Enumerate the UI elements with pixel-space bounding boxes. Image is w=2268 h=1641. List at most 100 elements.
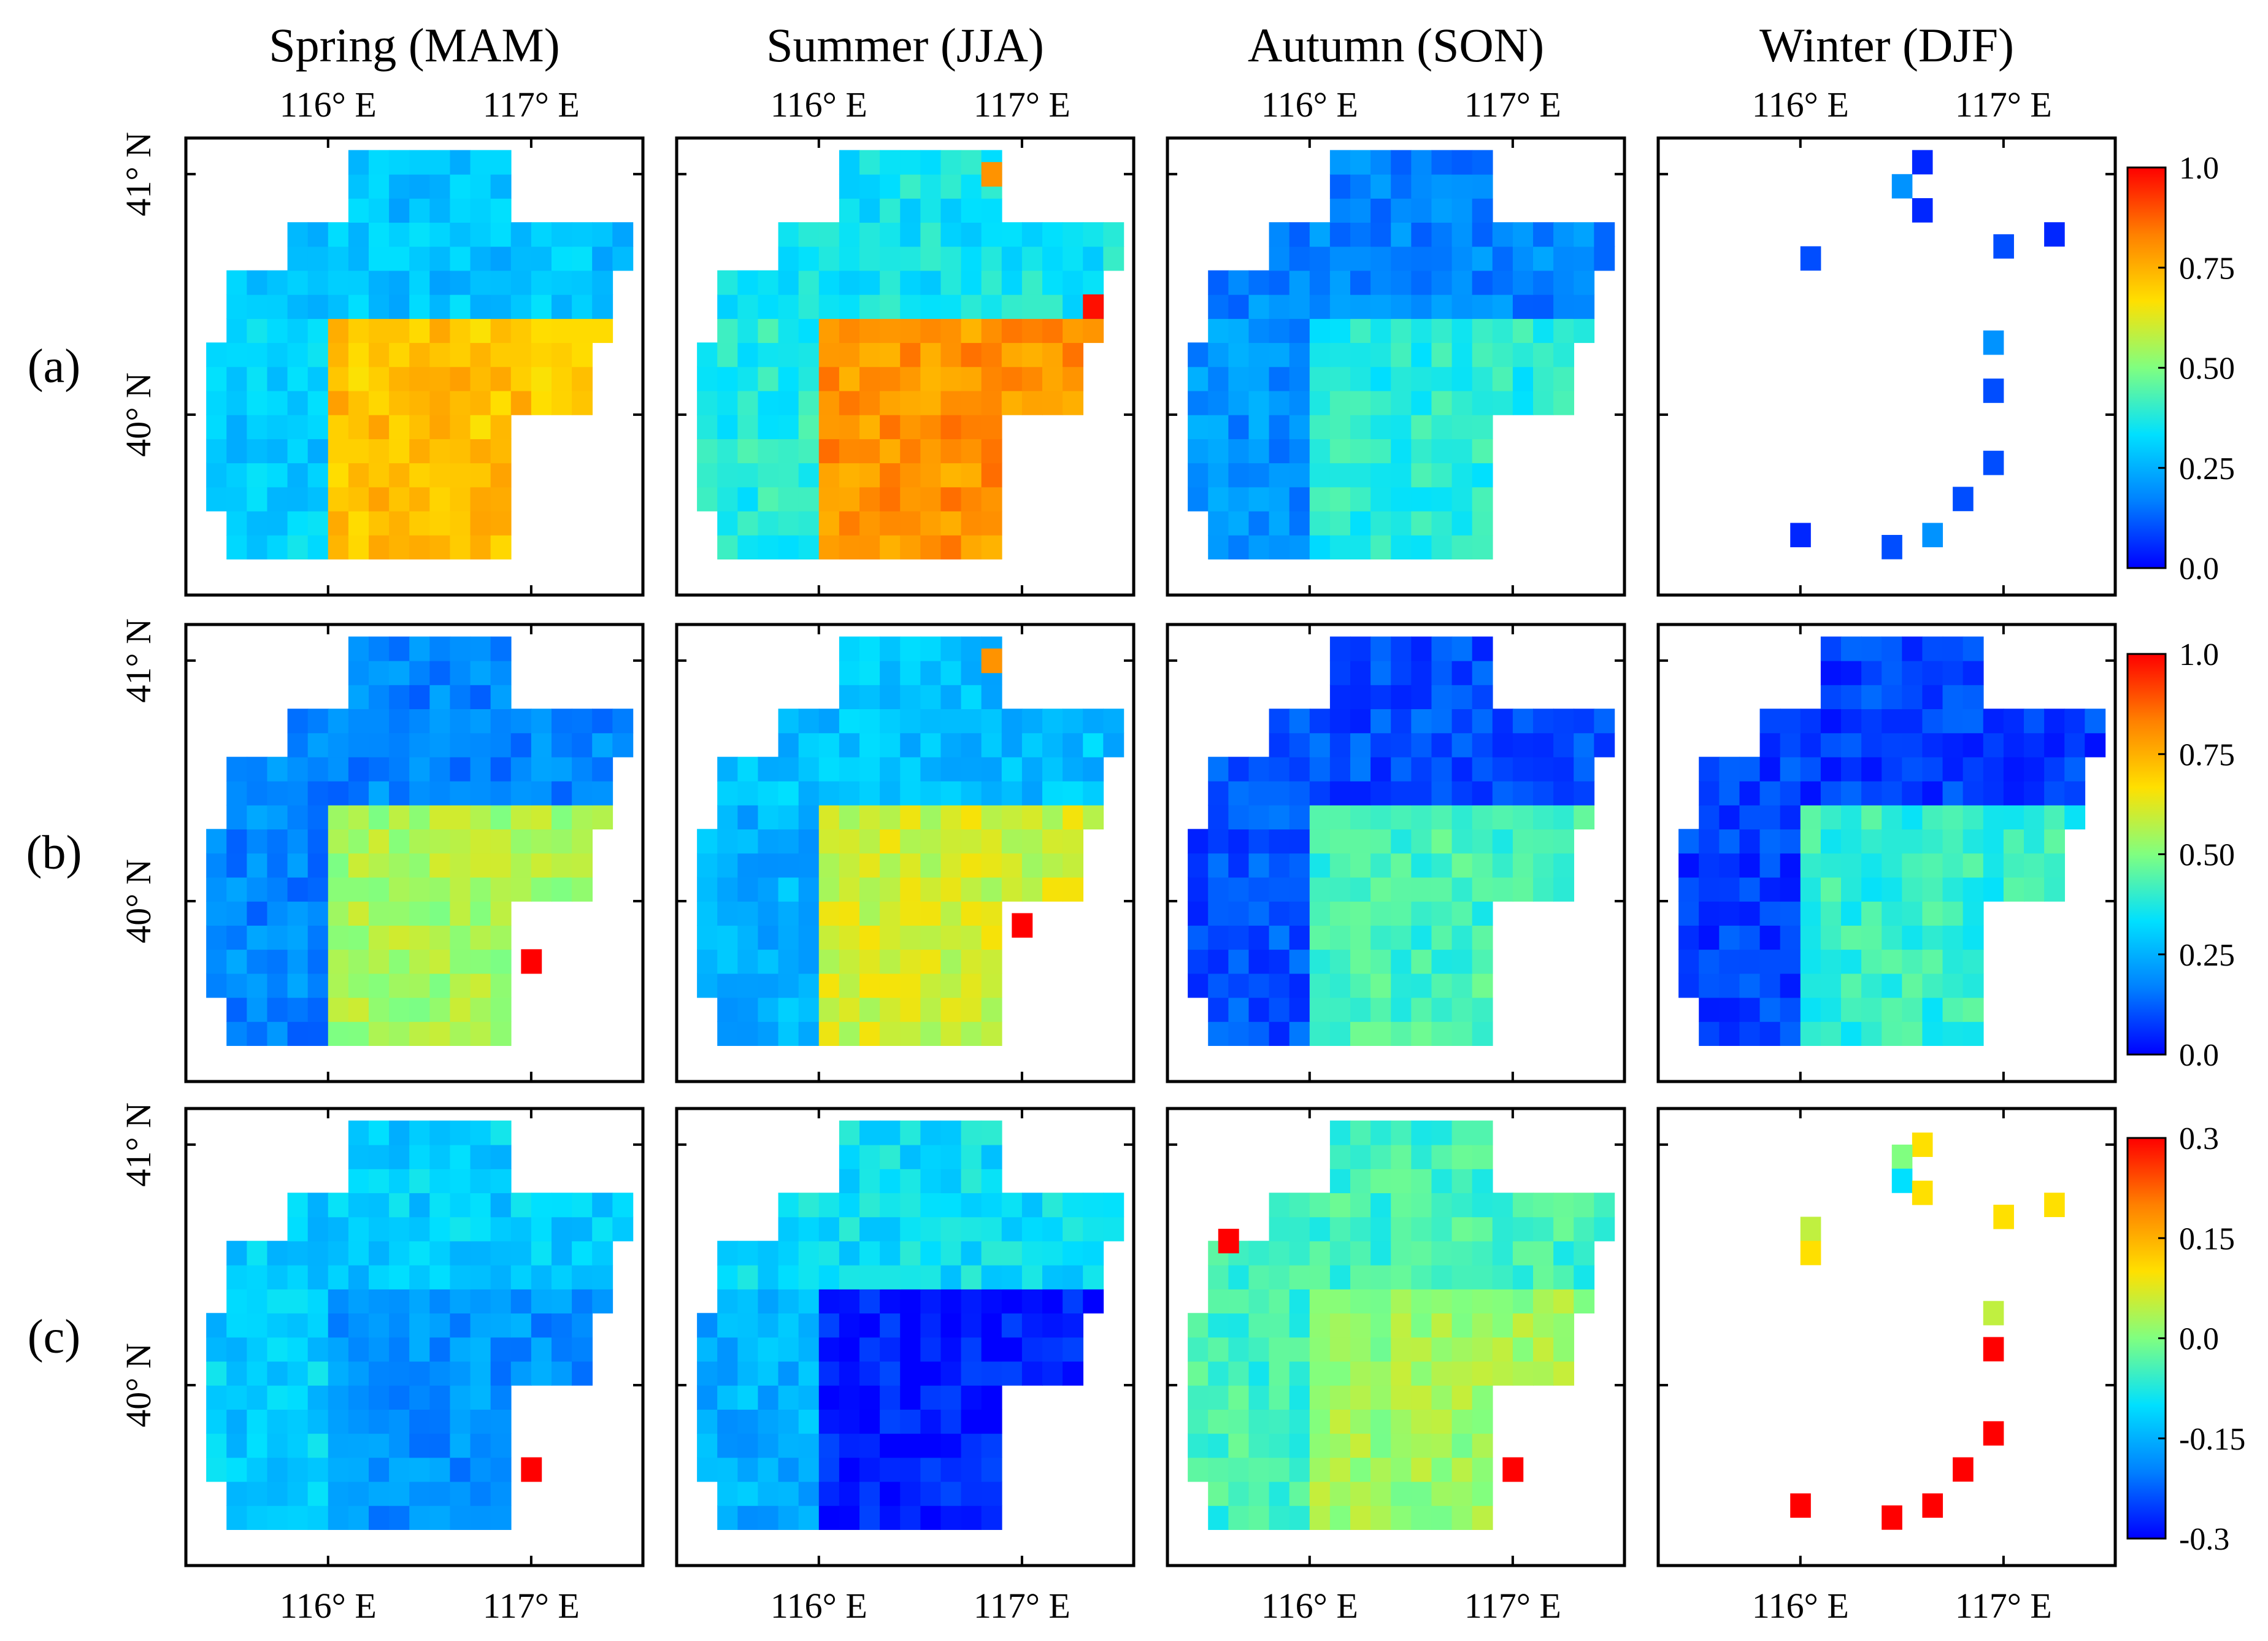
grid-cell — [818, 486, 840, 512]
grid-cell — [307, 1433, 329, 1458]
grid-cell — [798, 534, 820, 559]
grid-cell — [1431, 756, 1453, 782]
grid-cell — [717, 366, 739, 391]
grid-cell — [2064, 805, 2086, 830]
grid-cell — [1350, 1409, 1371, 1434]
grid-cell — [531, 1361, 552, 1386]
grid-cell — [1269, 853, 1290, 878]
season-title: Winter (DJF) — [1759, 18, 2014, 72]
grid-cell — [1021, 294, 1043, 319]
grid-cell — [572, 709, 593, 734]
grid-cell — [510, 829, 532, 854]
lat-tick-label: 40° N — [118, 372, 158, 457]
grid-cell — [1269, 973, 1290, 998]
grid-cell — [572, 853, 593, 878]
grid-cell — [900, 1481, 921, 1506]
grid-cell — [1472, 534, 1493, 559]
grid-cell — [1912, 198, 1933, 223]
grid-cell — [1861, 709, 1883, 734]
grid-cell — [1882, 973, 1903, 998]
grid-cell — [307, 925, 329, 950]
grid-cell — [409, 318, 431, 344]
grid-cell — [389, 1144, 410, 1169]
grid-cell — [1431, 1216, 1453, 1242]
map-panel — [1656, 623, 2117, 1083]
grid-cell — [1289, 342, 1310, 367]
grid-cell — [470, 534, 491, 559]
grid-cell — [1021, 318, 1043, 344]
grid-cell — [1350, 780, 1371, 805]
grid-cell — [920, 1361, 942, 1386]
grid-cell — [818, 1361, 840, 1386]
grid-cell — [1021, 1337, 1043, 1362]
grid-cell — [839, 342, 860, 367]
grid-cell — [510, 342, 532, 367]
grid-cell — [1962, 829, 1984, 854]
grid-cell — [961, 709, 982, 734]
grid-cell — [348, 318, 369, 344]
grid-cell — [1699, 901, 1720, 926]
grid-cell — [1902, 685, 1923, 710]
grid-cell — [717, 1409, 739, 1434]
grid-cell — [798, 1457, 820, 1482]
grid-cell — [450, 1433, 471, 1458]
grid-cell — [450, 510, 471, 536]
grid-cell — [429, 709, 451, 734]
grid-cell — [1780, 949, 1801, 974]
grid-cell — [1083, 780, 1104, 805]
grid-cell — [470, 973, 491, 998]
grid-cell — [1912, 1180, 1933, 1205]
grid-cell — [818, 1313, 840, 1338]
grid-cell — [531, 246, 552, 271]
grid-cell — [1861, 925, 1883, 950]
grid-cell — [348, 1457, 369, 1482]
grid-cell — [1329, 366, 1351, 391]
grid-cell — [1472, 1457, 1493, 1482]
grid-cell — [940, 1240, 962, 1266]
grid-cell — [1512, 1193, 1534, 1218]
grid-cell — [758, 1457, 779, 1482]
grid-cell — [900, 1169, 921, 1194]
grid-cell — [1411, 853, 1432, 878]
grid-cell — [1431, 1169, 1453, 1194]
grid-cell — [981, 1120, 1002, 1145]
grid-cell — [1512, 853, 1534, 878]
grid-cell — [961, 463, 982, 488]
grid-cell — [247, 1021, 268, 1046]
grid-cell — [1820, 949, 1842, 974]
grid-cell — [1820, 636, 1842, 661]
grid-cell — [1370, 222, 1392, 247]
grid-cell — [737, 973, 759, 998]
grid-cell — [961, 390, 982, 415]
grid-cell — [552, 853, 572, 878]
grid-cell — [1553, 1337, 1575, 1362]
grid-cell — [1391, 1385, 1412, 1410]
grid-cell — [1411, 222, 1432, 247]
grid-cell — [1269, 780, 1290, 805]
grid-cell — [717, 756, 739, 782]
grid-cell — [429, 246, 451, 271]
grid-cell — [369, 246, 390, 271]
lat-tick-label: 40° N — [118, 1343, 158, 1428]
grid-cell — [450, 1337, 471, 1362]
grid-cell — [1699, 805, 1720, 830]
grid-cell — [1188, 949, 1209, 974]
grid-cell — [1289, 294, 1310, 319]
grid-cell — [1289, 901, 1310, 926]
grid-cell — [798, 1385, 820, 1410]
grid-cell — [2044, 829, 2066, 854]
grid-cell — [1841, 660, 1862, 685]
grid-cell — [1350, 1457, 1371, 1482]
grid-cell — [920, 390, 942, 415]
grid-cell — [2044, 780, 2066, 805]
grid-cell — [572, 1289, 593, 1314]
grid-cell — [839, 463, 860, 488]
grid-cell — [717, 1021, 739, 1046]
grid-cell — [450, 660, 471, 685]
grid-cell — [1228, 949, 1250, 974]
grid-cell — [880, 973, 901, 998]
grid-cell — [1800, 732, 1821, 758]
grid-cell — [839, 1385, 860, 1410]
grid-cell — [267, 1505, 288, 1530]
grid-cell — [1841, 709, 1862, 734]
